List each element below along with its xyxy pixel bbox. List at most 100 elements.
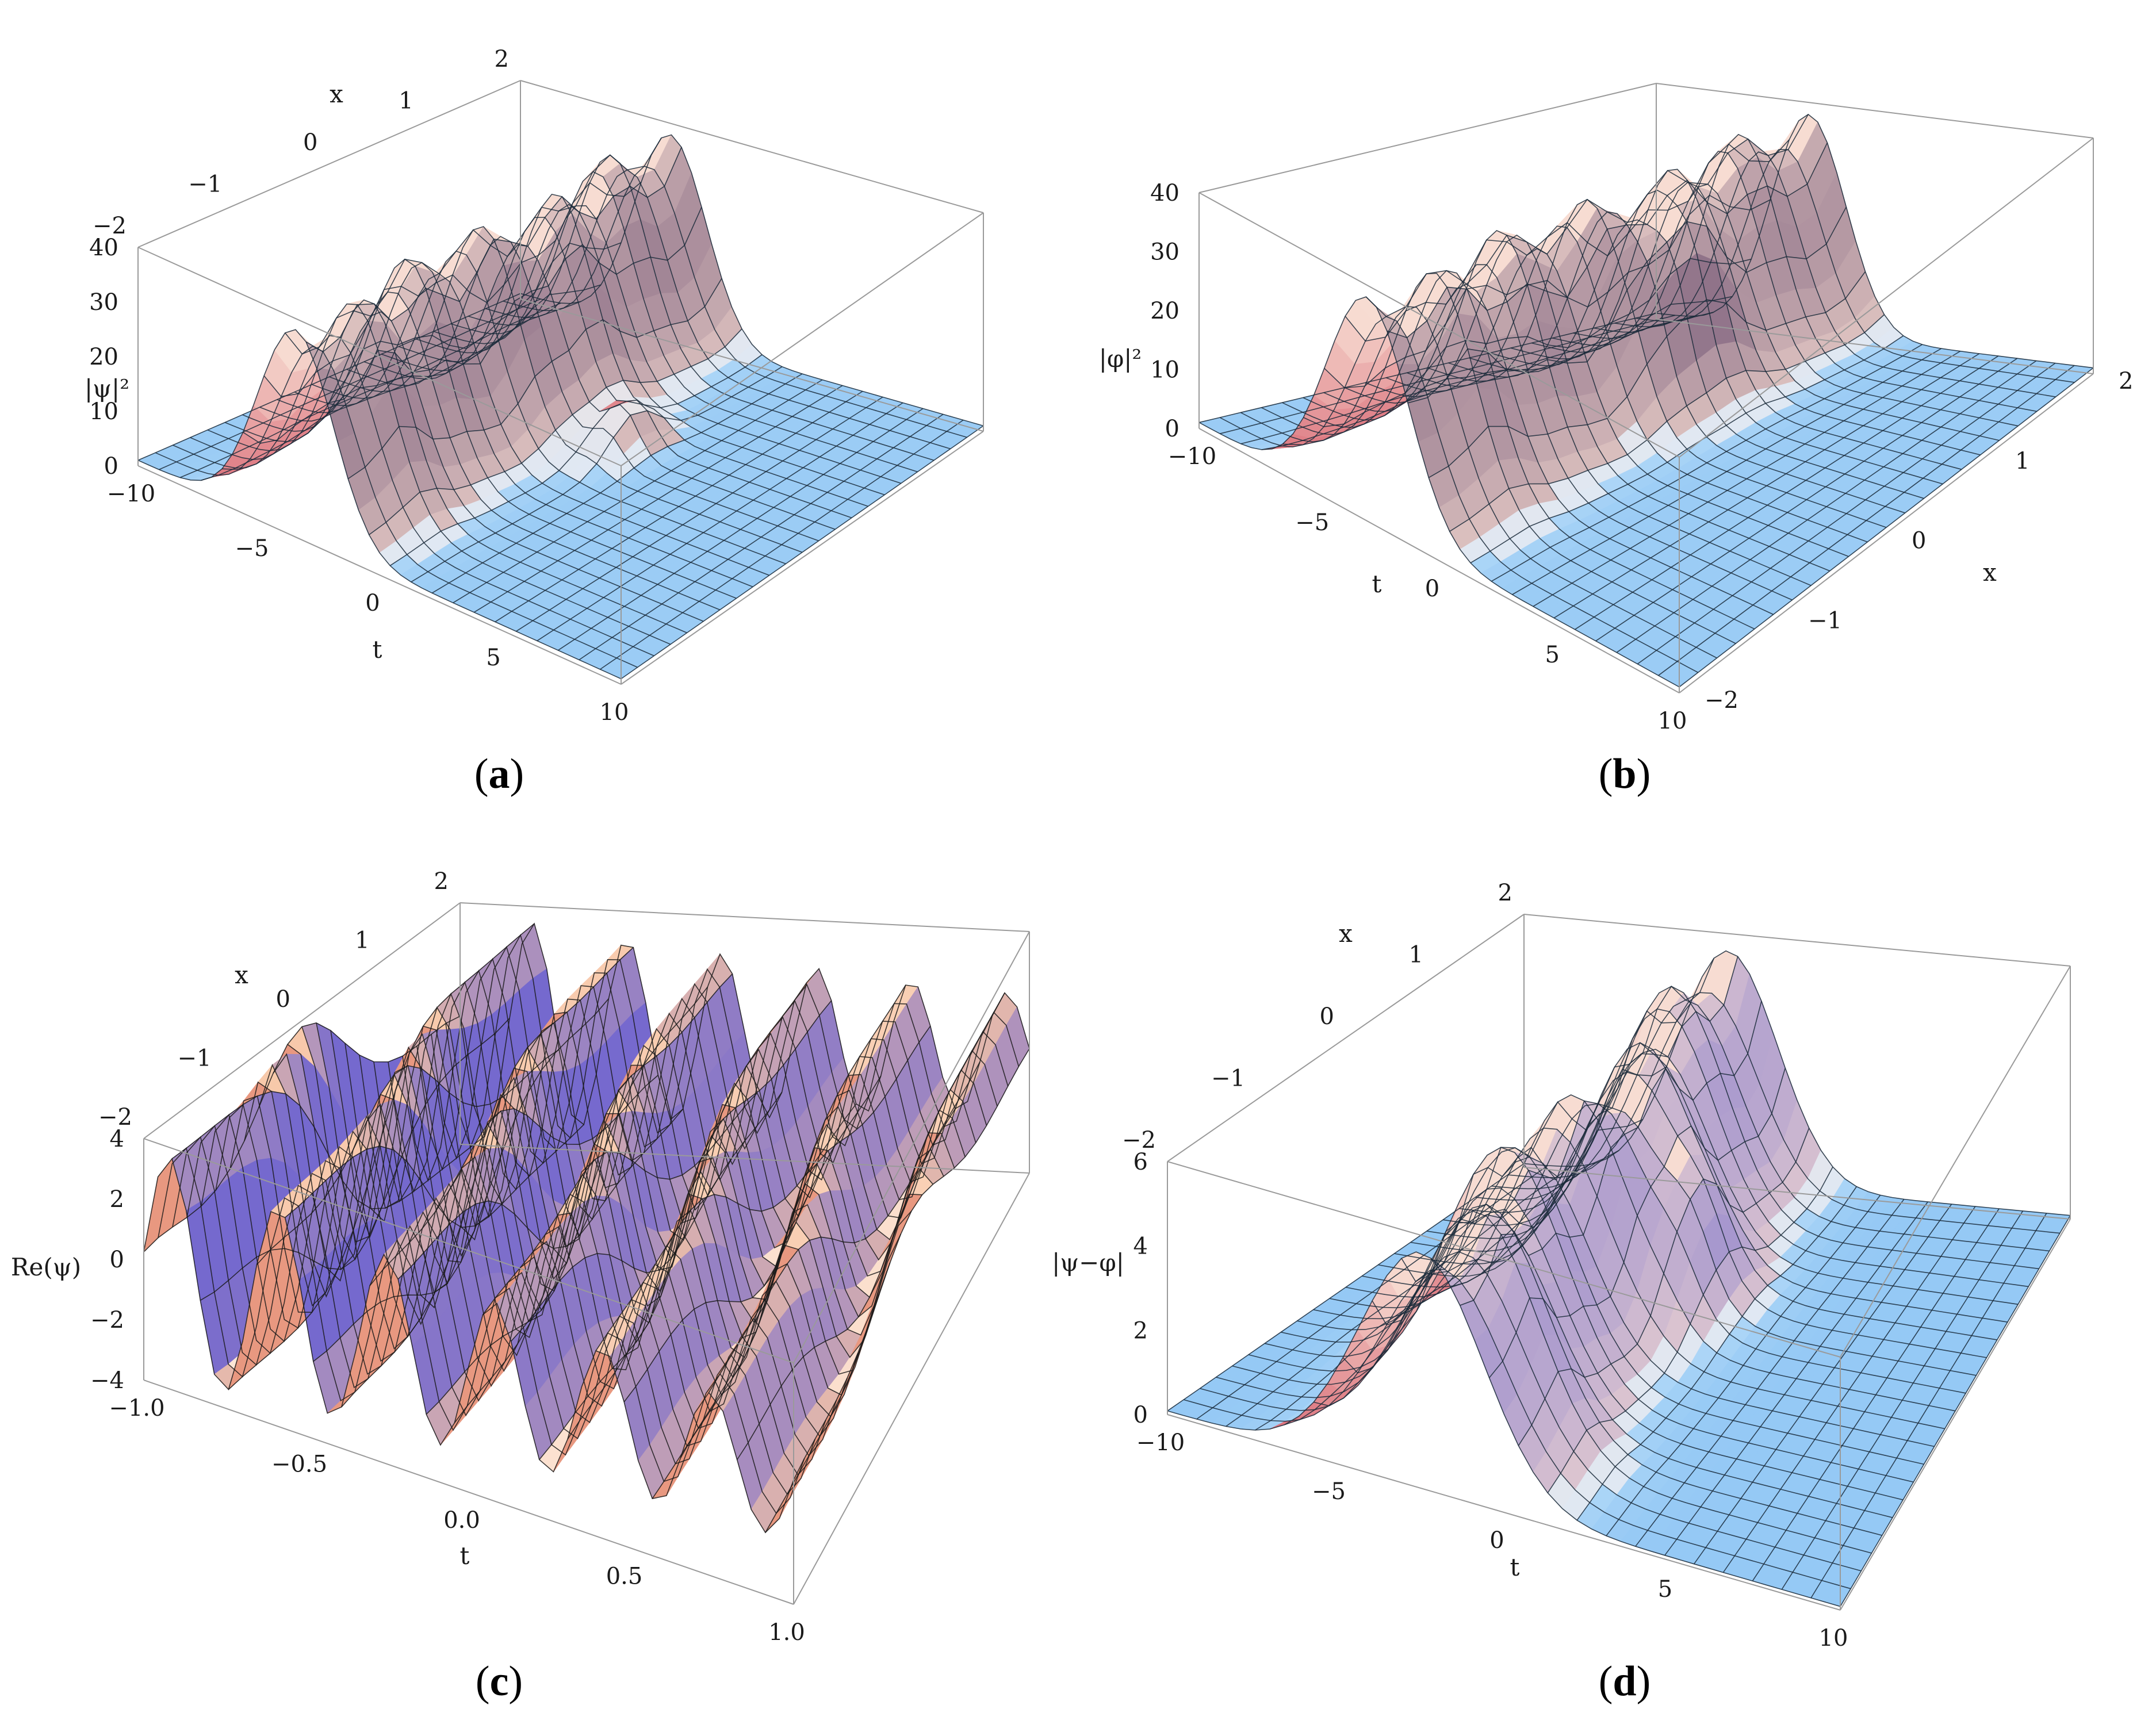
panel-b-x-tick-label: 1 [2015,448,2029,474]
panel-a-x-axis-label: x [330,80,343,108]
panel-c-t-tick-label: −1.0 [109,1395,164,1421]
panel-a-z-tick-label: 20 [89,344,118,370]
panel-a-mesh-line [263,182,642,397]
panel-d-t-tick-label: 0 [1489,1527,1504,1554]
panel-b-mesh-line [1594,133,2037,412]
panel-b-box-edge [1679,137,2094,458]
panel-b-mesh-line [1470,335,1904,564]
panel-d-box-edge [1167,914,1525,1162]
panel-b-z-ticks: 0 10 20 30 40 [1150,180,1180,442]
panel-a-mesh-line [243,242,622,444]
panel-a-x-tick-label: −2 [93,213,127,239]
panel-b-box-edge [1198,428,1680,693]
panel-d-surface [1167,950,2071,1607]
panel-a-t-ticks: −10 −5 0 5 10 [107,481,629,726]
panel-c-x-tick-label: 1 [355,928,369,954]
panel-d-t-tick-label: −10 [1136,1430,1185,1456]
panel-b-box-edge [1656,319,2094,374]
panel-b-mesh-line [1635,149,2075,383]
panel-b-z-axis-label: |φ|² [1099,344,1142,373]
panel-c-t-tick-label: 0.5 [606,1563,643,1590]
panel-d-z-tick-label: 0 [1133,1402,1148,1428]
panel-a-mesh-line [515,396,883,632]
panel-a-x-ticks: −2 −1 0 1 2 [93,46,509,239]
panel-b-t-tick-label: 10 [1658,708,1687,734]
panel-a-t-tick-label: 0 [365,590,380,616]
panel-b-bounding-box [1198,83,2094,693]
panel-c-caption: (c) [476,1658,523,1705]
panel-b-surface [1198,113,2094,688]
panel-a-mesh-line [389,354,763,566]
panel-d-t-tick-label: 10 [1819,1625,1848,1651]
panel-b-mesh-line [1365,114,1809,317]
panel-a-mesh-line [557,408,924,651]
panel-a-z-ticks: 0 10 20 30 40 [89,235,118,480]
panel-a-mesh-line [363,244,836,530]
panel-a-mesh-line [137,293,521,461]
panel-d-box-edge [1523,914,2071,967]
panel-a-caption: (a) [474,750,524,798]
panel-a-mesh-line [411,366,783,583]
panel-d-x-tick-label: 0 [1320,1003,1334,1030]
panel-a-bounding-box [137,80,984,685]
panel-b-mesh-line [1407,206,1847,404]
panel-b-x-tick-label: 0 [1912,528,1926,554]
panel-b-t-tick-label: −5 [1295,509,1329,536]
panel-b-mesh-line [1387,142,1828,339]
panel-a-mesh-line [520,134,984,427]
panel-c-z-tick-label: 0 [110,1247,124,1273]
panel-b-mesh-line [1282,296,1733,446]
panel-d-x-tick-label: 2 [1498,880,1512,906]
panel-b-mesh-line [1198,296,1680,688]
panel-b-mesh-line [1198,312,1657,423]
panel-c-x-tick-label: −2 [98,1104,132,1130]
panel-b-mesh-line [1385,248,1849,557]
panel-a-mesh-line [159,298,541,470]
panel-b-t-ticks: −10 −5 0 5 10 [1168,443,1687,734]
panel-b-x-tick-label: −2 [1705,687,1738,714]
panel-c-x-axis-label: x [235,961,248,989]
panel-b-mesh-line [1553,353,1980,619]
panel-a-mesh-line [450,171,918,473]
panel-d-x-tick-label: 1 [1409,942,1423,968]
panel-a-t-tick-label: 10 [600,699,629,726]
panel-b-x-tick-label: −1 [1808,607,1842,634]
panel-c-surface [143,922,1030,1534]
panel-a-mesh-line [431,373,803,593]
panel-a-mesh-line [155,346,638,668]
panel-b-box-edge [1656,83,2094,139]
panel-a-mesh-line [285,137,662,355]
panel-b-mesh-line [1575,355,1999,630]
panel-a-mesh-line [201,301,581,481]
panel-c-x-tick-label: −1 [178,1045,212,1072]
panel-c-z-tick-label: −4 [90,1367,124,1394]
panel-a-mesh-line [305,147,682,352]
panel-d-x-tick-label: −1 [1211,1066,1245,1092]
panel-b-t-axis-label: t [1372,570,1382,598]
panel-d-z-axis-label: |ψ−φ| [1052,1248,1124,1277]
panel-a-x-tick-label: 0 [303,129,317,156]
panel-b-mesh-line [1219,316,1699,673]
panel-a-z-tick-label: 40 [89,235,118,261]
panel-a-mesh-line [277,262,753,588]
panel-b-mesh-line [1637,362,2056,665]
panel-b-z-tick-label: 20 [1150,298,1180,324]
panel-b-mesh-line [1261,273,1736,644]
panel-a-mesh-line [579,413,944,661]
panel-b-mesh-line [1345,139,1790,342]
panel-a-mesh-line [495,390,863,623]
panel-b-z-tick-label: 0 [1165,416,1180,442]
panel-b-z-tick-label: 10 [1150,357,1180,384]
panel-d-caption: (d) [1599,1658,1650,1705]
panel-a-t-tick-label: −10 [107,481,155,507]
panel-c-z-tick-label: −2 [90,1307,124,1333]
panel-a-mesh-line [327,206,702,404]
panel-b-mesh-line [1428,271,1866,478]
panel-a-t-tick-label: −5 [235,535,269,562]
panel-c-box-edge [459,902,1030,932]
panel-c-t-tick-label: 0.0 [443,1507,480,1534]
panel-b-mesh-line [1616,360,2037,653]
panel-c-t-axis-label: t [460,1542,470,1570]
